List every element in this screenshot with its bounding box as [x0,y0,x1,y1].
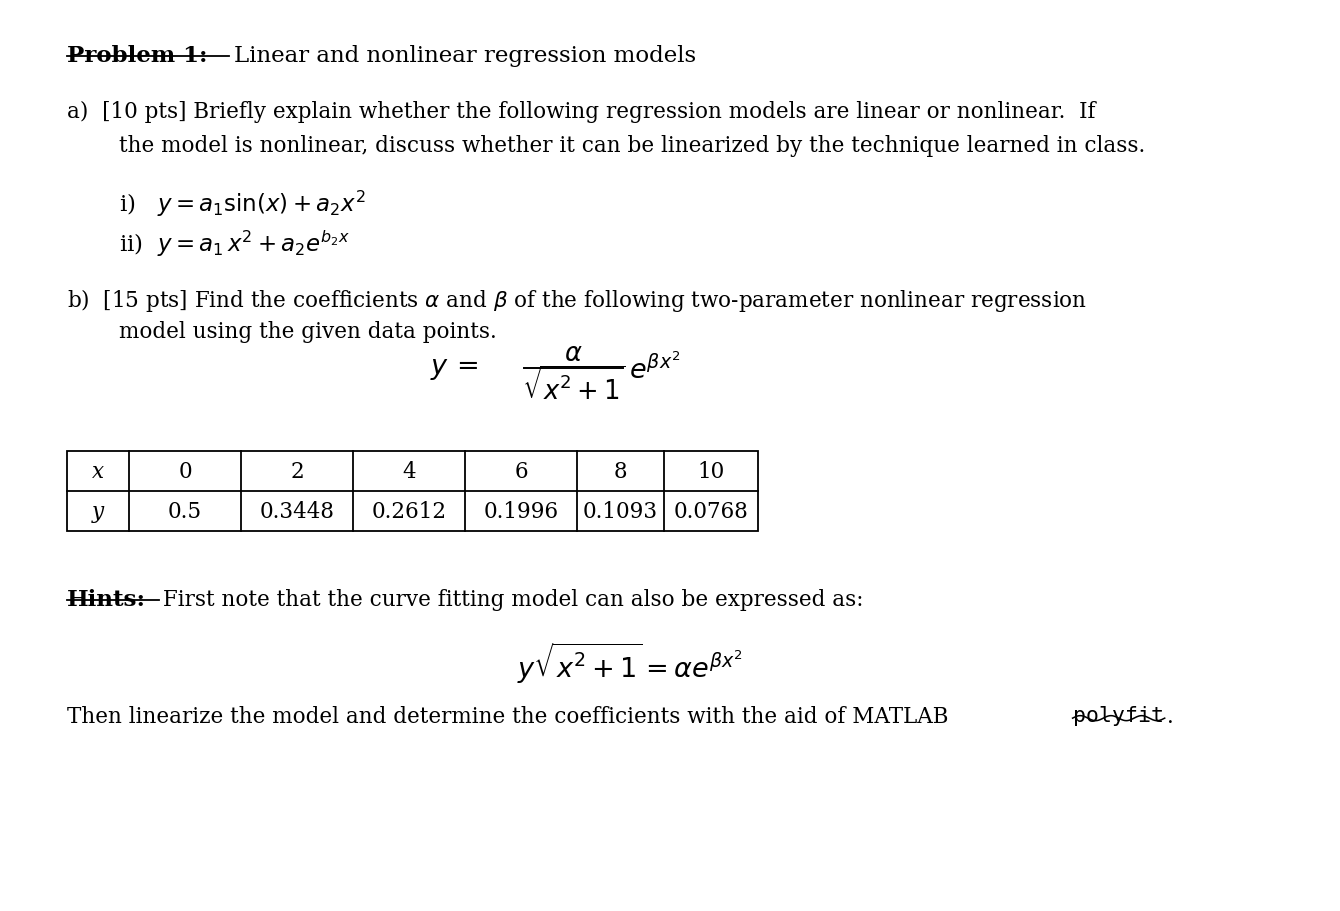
Text: $\alpha$: $\alpha$ [564,341,583,365]
Text: 8: 8 [614,460,627,482]
Text: Problem 1:: Problem 1: [67,45,208,67]
Text: $y\sqrt{x^2+1} = \alpha e^{\beta x^2}$: $y\sqrt{x^2+1} = \alpha e^{\beta x^2}$ [517,640,742,685]
Text: $y\, =\,$: $y\, =\,$ [430,355,478,382]
Text: 0.5: 0.5 [168,500,202,523]
Text: model using the given data points.: model using the given data points. [119,321,497,343]
Text: 2: 2 [291,460,304,482]
Text: 10: 10 [697,460,725,482]
Text: 0.2612: 0.2612 [371,500,446,523]
Text: .: . [1167,705,1174,727]
Text: 0.0768: 0.0768 [674,500,748,523]
Text: ii)  $y = a_1\, x^2 + a_2 e^{b_2 x}$: ii) $y = a_1\, x^2 + a_2 e^{b_2 x}$ [119,228,350,259]
Text: 0.3448: 0.3448 [260,500,335,523]
Text: Then linearize the model and determine the coefficients with the aid of MATLAB: Then linearize the model and determine t… [67,705,949,727]
Text: 4: 4 [402,460,415,482]
Bar [67,451,757,532]
Text: $\sqrt{x^2+1}$: $\sqrt{x^2+1}$ [521,367,624,404]
Text: y: y [91,500,105,523]
Text: 6: 6 [515,460,528,482]
Text: $e^{\beta x^2}$: $e^{\beta x^2}$ [630,353,681,384]
Text: i)   $y = a_1 \sin(x) + a_2 x^2$: i) $y = a_1 \sin(x) + a_2 x^2$ [119,189,366,219]
Text: a)  [10 pts] Briefly explain whether the following regression models are linear : a) [10 pts] Briefly explain whether the … [67,101,1095,123]
Text: 0.1093: 0.1093 [583,500,658,523]
Text: 0: 0 [178,460,192,482]
Text: the model is nonlinear, discuss whether it can be linearized by the technique le: the model is nonlinear, discuss whether … [119,135,1146,158]
Text: polyfit: polyfit [1072,705,1163,725]
Text: Linear and nonlinear regression models: Linear and nonlinear regression models [233,45,695,67]
Text: Hints:: Hints: [67,589,146,610]
Text: 0.1996: 0.1996 [484,500,559,523]
Text: First note that the curve fitting model can also be expressed as:: First note that the curve fitting model … [162,589,863,610]
Text: b)  [15 pts] Find the coefficients $\alpha$ and $\beta$ of the following two-par: b) [15 pts] Find the coefficients $\alph… [67,287,1087,313]
Text: x: x [91,460,105,482]
